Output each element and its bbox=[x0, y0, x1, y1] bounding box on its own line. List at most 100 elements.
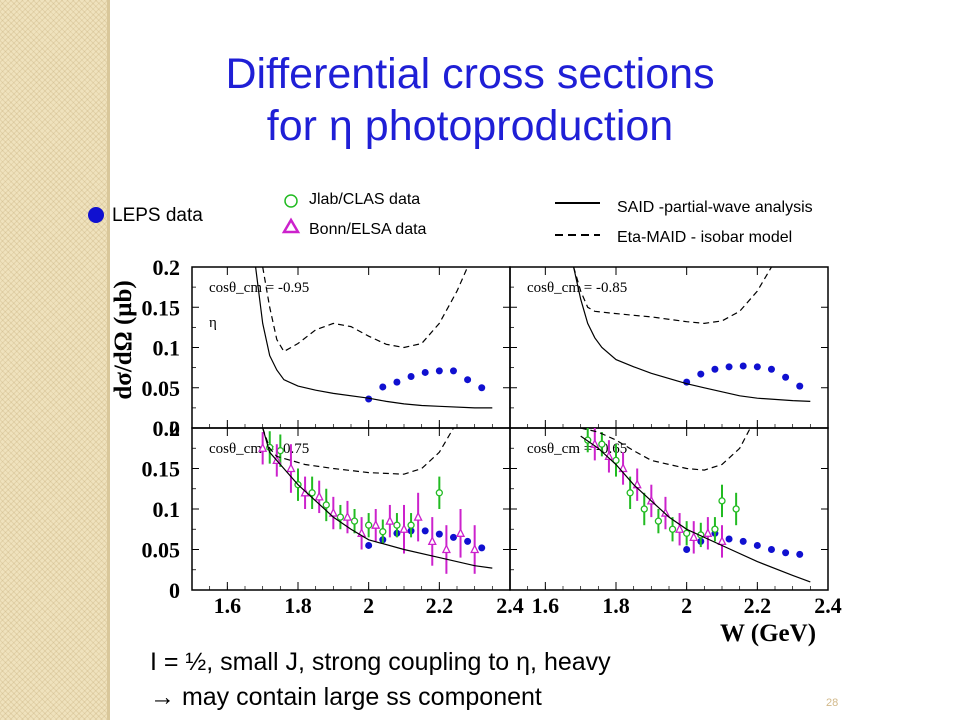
clas-point bbox=[732, 505, 740, 513]
legend-clas-label: Jlab/CLAS data bbox=[309, 191, 421, 208]
elsa-point bbox=[717, 535, 727, 546]
clas-point bbox=[407, 521, 415, 529]
y-axis-tick-labels: 00.050.10.150.200.050.10.150.2 bbox=[142, 255, 181, 603]
clas-point bbox=[350, 517, 359, 525]
elsa-point bbox=[689, 531, 699, 541]
leps-point bbox=[796, 382, 804, 390]
panel-label: cosθ_cm = -0.95 bbox=[209, 280, 309, 296]
clas-point bbox=[598, 440, 606, 448]
leps-point bbox=[435, 367, 443, 375]
elsa-point bbox=[590, 438, 600, 448]
elsa-point bbox=[441, 544, 451, 554]
clas-point bbox=[654, 517, 663, 525]
panel-4: cosθ_cm = -0.65 bbox=[509, 427, 829, 591]
title-line-2: for η photoproduction bbox=[266, 102, 674, 150]
legend-symbols bbox=[88, 194, 600, 236]
maid-curve bbox=[573, 267, 773, 325]
x-tick-label: 2.2 bbox=[744, 593, 772, 618]
leps-point bbox=[478, 544, 486, 552]
clas-point bbox=[668, 525, 677, 533]
y-tick-label: 0.05 bbox=[142, 538, 181, 563]
leps-point bbox=[683, 546, 691, 553]
x-tick-label: 1.8 bbox=[602, 593, 630, 618]
y-tick-label: 0.2 bbox=[153, 416, 181, 441]
bottom-note-line-2: → may contain large ss component bbox=[150, 683, 542, 711]
clas-point bbox=[393, 521, 401, 529]
clas-point bbox=[683, 529, 691, 537]
said-curve bbox=[573, 267, 811, 402]
clas-point bbox=[711, 525, 719, 533]
leps-point bbox=[365, 541, 373, 549]
y-tick-label: 0.1 bbox=[153, 336, 181, 361]
leps-point bbox=[449, 533, 457, 541]
panel-plot-area bbox=[258, 428, 493, 574]
clas-point bbox=[322, 501, 330, 509]
x-tick-label: 2.4 bbox=[814, 593, 842, 618]
title-line-1: Differential cross sections bbox=[225, 50, 715, 98]
elsa-point bbox=[328, 507, 338, 517]
x-tick-label: 2 bbox=[363, 593, 374, 618]
leps-marker-icon bbox=[88, 207, 104, 223]
y-tick-label: 0 bbox=[169, 416, 180, 441]
elsa-point bbox=[342, 511, 353, 521]
clas-point bbox=[626, 489, 634, 497]
panel-plot-area bbox=[580, 428, 811, 583]
clas-point bbox=[718, 497, 726, 505]
x-axis-tick-labels: 1.6 1.8 2 2.2 2.4 1.6 1.8 2 2.2 2.4 bbox=[214, 593, 842, 618]
leps-point bbox=[449, 367, 457, 375]
said-curve bbox=[580, 435, 811, 583]
clas-point bbox=[612, 456, 620, 465]
x-tick-label: 2.4 bbox=[496, 593, 524, 618]
elsa-point bbox=[258, 442, 268, 452]
elsa-point bbox=[675, 523, 685, 533]
y-tick-label: 0.15 bbox=[142, 457, 181, 482]
clas-point bbox=[336, 513, 345, 521]
leps-point bbox=[753, 363, 761, 371]
elsa-point bbox=[632, 479, 642, 489]
leps-point bbox=[464, 537, 472, 545]
leps-point bbox=[753, 541, 761, 549]
x-tick-label: 1.8 bbox=[284, 593, 312, 618]
leps-point bbox=[365, 395, 373, 403]
elsa-point bbox=[455, 527, 466, 537]
particle-label: η bbox=[209, 315, 217, 331]
panel-label: cosθ_cm = -0.65 bbox=[527, 441, 627, 457]
clas-point bbox=[276, 447, 284, 455]
x-tick-label: 1.6 bbox=[532, 593, 560, 618]
leps-point bbox=[725, 363, 733, 371]
maid-curve bbox=[262, 267, 469, 353]
leps-point bbox=[767, 546, 775, 553]
page-number: 28 bbox=[826, 697, 839, 709]
x-tick-label: 2 bbox=[681, 593, 692, 618]
y-tick-label: 0.15 bbox=[142, 295, 181, 320]
leps-point bbox=[711, 365, 719, 373]
said-curve bbox=[262, 428, 493, 569]
panel-1: cosθ_cm = -0.95 η bbox=[191, 266, 511, 429]
leps-point bbox=[435, 530, 443, 538]
elsa-point bbox=[286, 463, 296, 473]
leps-point bbox=[725, 535, 733, 543]
leps-point bbox=[421, 368, 429, 376]
maid-curve bbox=[580, 428, 751, 471]
legend-elsa-label: Bonn/ELSA data bbox=[309, 221, 427, 238]
legend-said-label: SAID -partial-wave analysis bbox=[617, 199, 813, 216]
sidebar-edge bbox=[107, 0, 110, 720]
clas-point bbox=[435, 489, 443, 497]
panel-plot-area bbox=[573, 267, 811, 402]
x-tick-label: 1.6 bbox=[214, 593, 242, 618]
legend-maid-label: Eta-MAID - isobar model bbox=[617, 229, 793, 246]
said-curve bbox=[255, 267, 493, 409]
clas-point bbox=[379, 528, 387, 536]
elsa-point bbox=[314, 491, 324, 501]
bottom-note-line-1: I = ½, small J, strong coupling to η, he… bbox=[150, 648, 611, 676]
leps-point bbox=[767, 365, 775, 373]
clas-point bbox=[365, 521, 373, 529]
clas-marker-icon bbox=[284, 194, 298, 208]
elsa-point bbox=[371, 519, 381, 529]
elsa-point bbox=[399, 523, 409, 533]
leps-point bbox=[393, 378, 401, 386]
elsa-point bbox=[703, 527, 713, 537]
y-tick-label: 0.2 bbox=[153, 255, 181, 280]
leps-point bbox=[739, 537, 747, 545]
